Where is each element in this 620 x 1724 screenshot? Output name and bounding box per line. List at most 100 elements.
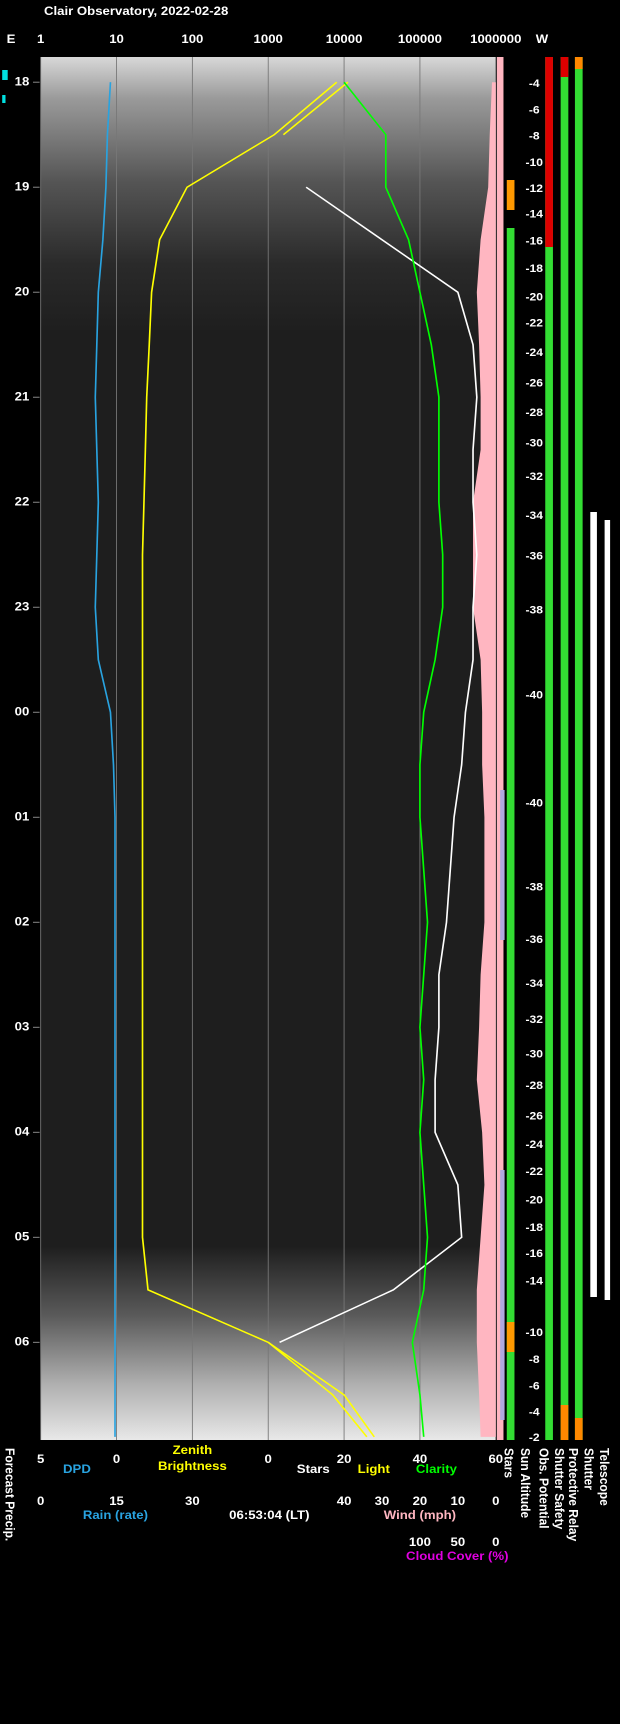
sun-altitude-bar xyxy=(506,1322,515,1352)
bottom-tick-label: 0 xyxy=(492,1495,499,1508)
bottom-tick-label: 100 xyxy=(409,1536,431,1549)
sun-altitude-label: -32 xyxy=(526,1014,543,1025)
status-label: Shutter xyxy=(582,1448,597,1490)
series-line xyxy=(94,82,116,1437)
sun-altitude-label: -36 xyxy=(526,551,543,562)
shutter-safety-bar xyxy=(560,57,569,1440)
bottom-tick-label: 0 xyxy=(265,1453,272,1466)
sun-altitude-bar xyxy=(506,180,515,210)
time-label: 22 xyxy=(15,495,30,508)
status-label: Shutter Safety xyxy=(552,1448,567,1529)
sun-altitude-label: -16 xyxy=(526,1248,543,1259)
legend-label: Stars xyxy=(297,1463,330,1476)
shutter-bar xyxy=(590,512,597,1297)
sun-altitude-label: -18 xyxy=(526,263,544,274)
sun-altitude-label: -22 xyxy=(526,318,543,329)
legend-label: Light xyxy=(358,1463,391,1476)
sun-altitude-label: -40 xyxy=(526,690,543,701)
time-label: 21 xyxy=(15,390,30,403)
axis-label: DPD xyxy=(63,1463,91,1476)
protective-relay-bar xyxy=(574,1418,583,1440)
time-label: 19 xyxy=(15,180,30,193)
sun-altitude-label: -26 xyxy=(526,1111,543,1122)
sun-altitude-label: -34 xyxy=(526,510,544,521)
sun-altitude-label: -18 xyxy=(526,1222,544,1233)
bottom-tick-label: 15 xyxy=(109,1495,124,1508)
time-label: 00 xyxy=(15,705,30,718)
protective-relay-bar xyxy=(574,57,583,69)
axis-label: Wind (mph) xyxy=(384,1509,456,1522)
axis-label: Cloud Cover (%) xyxy=(406,1550,508,1563)
time-label: 06 xyxy=(15,1335,30,1348)
sun-altitude-label: -40 xyxy=(526,798,543,809)
sun-altitude-label: -6 xyxy=(529,105,540,116)
sun-altitude-label: -30 xyxy=(526,438,543,449)
sun-altitude-label: -6 xyxy=(529,1381,540,1392)
sun-altitude-label: -24 xyxy=(526,347,544,358)
top-tick-label: 100 xyxy=(181,33,203,46)
bottom-tick-label: 30 xyxy=(185,1495,200,1508)
bottom-tick-label: 40 xyxy=(413,1453,428,1466)
sun-altitude-label: -34 xyxy=(526,979,544,990)
sun-altitude-label: -20 xyxy=(526,292,543,303)
series-line xyxy=(279,186,478,1344)
bottom-tick-label: 10 xyxy=(451,1495,466,1508)
west-label: W xyxy=(536,33,549,46)
sun-altitude-label: -10 xyxy=(526,157,543,168)
stars-strip-segment xyxy=(500,1170,505,1420)
sun-altitude-label: -14 xyxy=(526,209,544,220)
sun-altitude-label: -8 xyxy=(529,1355,540,1366)
bottom-tick-label: 20 xyxy=(337,1453,352,1466)
sun-altitude-label: -2 xyxy=(529,1432,540,1443)
protective-relay-bar xyxy=(574,57,583,1440)
bottom-tick-label: 0 xyxy=(492,1536,499,1549)
sun-altitude-label: -28 xyxy=(526,1080,544,1091)
bottom-tick-label: 50 xyxy=(451,1536,466,1549)
sun-altitude-label: -20 xyxy=(526,1195,543,1206)
sun-altitude-label: -36 xyxy=(526,934,543,945)
sun-altitude-label: -12 xyxy=(526,184,543,195)
top-tick-label: 100000 xyxy=(398,33,442,46)
time-label: 20 xyxy=(15,285,30,298)
obs-potential-bar xyxy=(545,57,553,247)
top-tick-label: 1000000 xyxy=(470,33,521,46)
sun-altitude-label: -32 xyxy=(526,471,543,482)
bottom-tick-label: 20 xyxy=(413,1495,428,1508)
forecast-precip-mark xyxy=(2,95,6,103)
time-label: 01 xyxy=(15,810,30,823)
shutter-safety-bar xyxy=(560,1405,569,1440)
sun-altitude-label: -10 xyxy=(526,1327,543,1338)
sun-altitude-label: -4 xyxy=(529,79,540,90)
sun-altitude-label: -24 xyxy=(526,1139,544,1150)
axis-label: Rain (rate) xyxy=(83,1509,148,1522)
bottom-tick-label: 0 xyxy=(113,1453,120,1466)
legend-label: Clarity xyxy=(416,1463,457,1476)
series-line xyxy=(282,81,349,136)
series-line xyxy=(141,81,375,1438)
time-label: 18 xyxy=(15,75,30,88)
status-label: Telescope xyxy=(597,1448,612,1506)
top-tick-label: 10000 xyxy=(326,33,363,46)
time-label: 23 xyxy=(15,600,30,613)
status-label: Forecast Precip. xyxy=(2,1448,17,1541)
timestamp: 06:53:04 (LT) xyxy=(229,1509,309,1522)
stars-strip xyxy=(496,57,504,1440)
east-label: E xyxy=(7,33,16,46)
sun-altitude-label: -4 xyxy=(529,1407,540,1418)
top-tick-label: 10 xyxy=(109,33,124,46)
bottom-tick-label: 0 xyxy=(37,1495,44,1508)
status-label: Sun Altitude xyxy=(518,1448,533,1518)
bottom-tick-label: 5 xyxy=(37,1453,44,1466)
chart-title: Clair Observatory, 2022-02-28 xyxy=(44,5,228,18)
time-label: 04 xyxy=(15,1125,30,1138)
sun-altitude-label: -38 xyxy=(526,882,544,893)
sun-altitude-label: -16 xyxy=(526,236,543,247)
sun-altitude-label: -22 xyxy=(526,1167,543,1178)
series-line xyxy=(267,1341,368,1438)
sun-altitude-label: -14 xyxy=(526,1276,544,1287)
bottom-tick-label: 60 xyxy=(488,1453,503,1466)
cloud-area xyxy=(473,82,496,1437)
sun-altitude-label: -38 xyxy=(526,605,544,616)
